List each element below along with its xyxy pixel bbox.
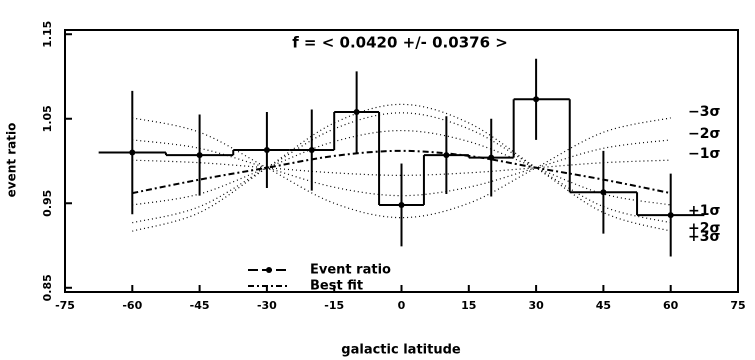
y-tick-label: 0.95	[41, 190, 54, 217]
data-point	[533, 96, 540, 103]
sigma-curve	[132, 129, 671, 206]
legend-label: −1σ	[688, 146, 720, 162]
plot-frame	[64, 29, 739, 293]
x-tick-label: 45	[596, 299, 611, 312]
data-point	[488, 154, 495, 161]
legend-label: +1σ	[688, 203, 720, 219]
x-tick-label: 15	[461, 299, 476, 312]
y-tick-label: 0.85	[41, 274, 54, 301]
x-tick-label: -45	[190, 299, 210, 312]
x-tick-label: 75	[730, 299, 745, 312]
legend-label: −3σ	[688, 104, 720, 120]
x-tick-label: -15	[324, 299, 344, 312]
x-tick-label: -60	[122, 299, 142, 312]
legend-label: +3σ	[688, 229, 720, 245]
data-point	[263, 147, 270, 154]
y-tick-label: 1.15	[41, 21, 54, 48]
data-point	[443, 152, 450, 159]
annotation: f = < 0.0420 +/- 0.0376 >	[292, 34, 508, 52]
x-tick-label: 60	[663, 299, 679, 312]
x-tick-label: -75	[55, 299, 75, 312]
x-axis-label: galactic latitude	[341, 343, 461, 358]
data-point	[353, 108, 360, 115]
legend-label: Best fit	[310, 279, 363, 294]
legend-label: Event ratio	[310, 263, 391, 278]
best-fit-line	[132, 149, 671, 195]
x-tick-label: -30	[257, 299, 277, 312]
x-tick-label: 30	[528, 299, 544, 312]
legend-label: +2σ	[688, 221, 720, 237]
legend-swatch	[266, 267, 272, 273]
legend-label: −2σ	[688, 126, 720, 142]
sigma-curve	[132, 159, 671, 176]
sigma-curve	[132, 139, 671, 197]
x-tick-label: 0	[398, 299, 406, 312]
data-point	[398, 201, 405, 208]
y-axis-label: event ratio	[5, 123, 19, 198]
data-point	[308, 147, 315, 154]
data-point	[667, 212, 674, 219]
data-point	[600, 189, 607, 196]
sigma-curve	[132, 103, 671, 232]
data-point	[129, 149, 136, 156]
y-tick-label: 1.05	[41, 105, 54, 132]
data-point	[196, 152, 203, 159]
